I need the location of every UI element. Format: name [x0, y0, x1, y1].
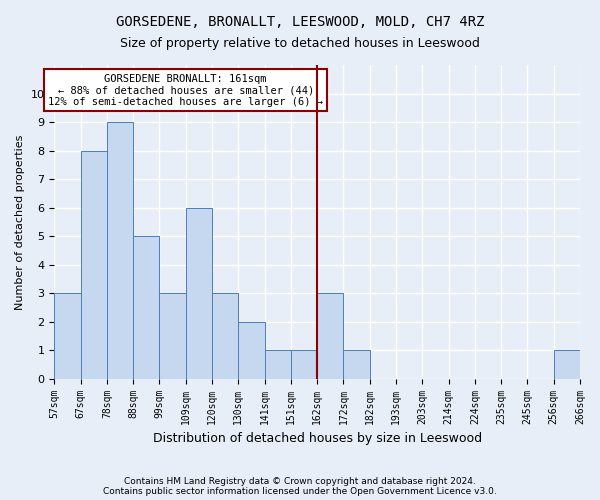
X-axis label: Distribution of detached houses by size in Leeswood: Distribution of detached houses by size … [152, 432, 482, 445]
Y-axis label: Number of detached properties: Number of detached properties [15, 134, 25, 310]
Text: Contains public sector information licensed under the Open Government Licence v3: Contains public sector information licen… [103, 488, 497, 496]
Bar [54, 293, 80, 378]
Text: Size of property relative to detached houses in Leeswood: Size of property relative to detached ho… [120, 38, 480, 51]
Text: GORSEDENE BRONALLT: 161sqm
← 88% of detached houses are smaller (44)
12% of semi: GORSEDENE BRONALLT: 161sqm ← 88% of deta… [48, 74, 323, 107]
Text: Contains HM Land Registry data © Crown copyright and database right 2024.: Contains HM Land Registry data © Crown c… [124, 478, 476, 486]
Bar [160, 293, 186, 378]
Bar [291, 350, 317, 378]
Bar [186, 208, 212, 378]
Bar [107, 122, 133, 378]
Text: GORSEDENE, BRONALLT, LEESWOOD, MOLD, CH7 4RZ: GORSEDENE, BRONALLT, LEESWOOD, MOLD, CH7… [116, 15, 484, 29]
Bar [133, 236, 160, 378]
Bar [265, 350, 291, 378]
Bar [554, 350, 580, 378]
Bar [80, 150, 107, 378]
Bar [317, 293, 343, 378]
Bar [238, 322, 265, 378]
Bar [343, 350, 370, 378]
Bar [212, 293, 238, 378]
